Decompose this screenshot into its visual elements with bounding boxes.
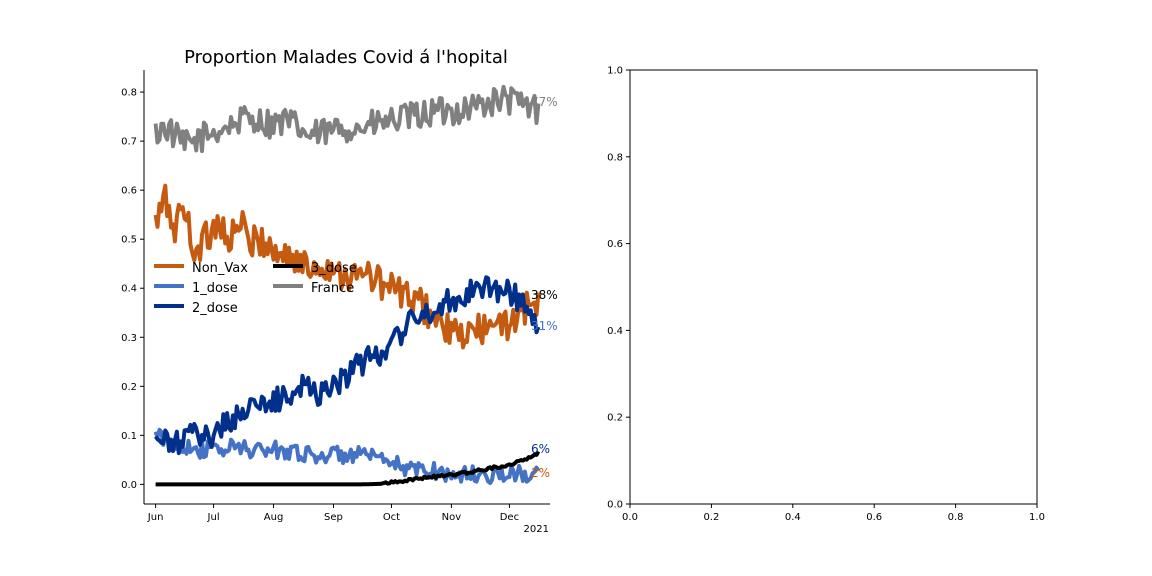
x-tick-label: Jun xyxy=(147,512,164,523)
x-tick-label: Jul xyxy=(207,512,220,523)
right-chart-axes: 0.0 0.2 0.4 0.6 0.8 1.0 0.0 0.2 0.4 0.6 0.8 1.0 xyxy=(607,66,1045,524)
left-chart-axes: 0.0 0.1 0.2 0.3 0.4 0.5 0.6 0.7 0.8 Jun Jul Aug Sep O… xyxy=(121,70,550,535)
x-tick-label: 0.0 xyxy=(622,512,638,523)
end-label: 38% xyxy=(531,288,558,302)
axes-frame xyxy=(629,69,1038,505)
x-tick-label: 0.4 xyxy=(785,512,801,523)
x-tick-label: 0.6 xyxy=(866,512,882,523)
end-label: 2% xyxy=(531,466,550,480)
series-line-3-dose xyxy=(155,450,541,487)
end-label: 31% xyxy=(531,319,558,333)
chart-empty-axes: 0.0 0.2 0.4 0.6 0.8 1.0 0.0 0.2 0.4 0.6 0.8 1.0 xyxy=(607,66,1045,524)
x-tick-label: 0.8 xyxy=(948,512,964,523)
y-tick-label: 0.6 xyxy=(607,239,623,250)
series-line-france xyxy=(153,84,541,154)
legend: Non_Vax 1_dose 2_dose 3_dose France xyxy=(154,261,357,316)
x-tick-label: Aug xyxy=(264,512,284,523)
y-tick-label: 0.2 xyxy=(607,413,623,424)
y-tick-label: 0.8 xyxy=(121,88,137,99)
legend-label: France xyxy=(311,281,354,296)
x-tick-label: Oct xyxy=(383,512,400,523)
y-tick-label: 0.0 xyxy=(121,480,137,491)
end-label: 77% xyxy=(531,95,558,109)
x-tick-label: Nov xyxy=(442,512,462,523)
series-lines xyxy=(153,84,541,487)
x-tick-label: Dec xyxy=(500,512,519,523)
legend-label: Non_Vax xyxy=(192,261,248,276)
y-tick-label: 0.7 xyxy=(121,137,137,148)
series-line-1-dose xyxy=(153,427,541,485)
y-tick-label: 1.0 xyxy=(607,66,623,77)
y-tick-label: 0.2 xyxy=(121,382,137,393)
x-tick-label: Sep xyxy=(324,512,343,523)
legend-label: 1_dose xyxy=(192,281,238,296)
legend-label: 2_dose xyxy=(192,301,238,316)
chart-title: Proportion Malades Covid á l'hopital xyxy=(184,47,508,68)
legend-label: 3_dose xyxy=(311,261,357,276)
x-tick-label: 0.2 xyxy=(703,512,719,523)
x-tick-label: 1.0 xyxy=(1029,512,1045,523)
x-year-label: 2021 xyxy=(524,524,549,535)
end-label: 6% xyxy=(531,442,550,456)
end-labels: 77% 38% 31% 6% 2% xyxy=(531,95,558,480)
y-tick-label: 0.5 xyxy=(121,235,137,246)
y-tick-label: 0.4 xyxy=(121,284,137,295)
chart-hospital-proportion: Proportion Malades Covid á l'hopital 0.0… xyxy=(121,47,558,535)
y-tick-label: 0.3 xyxy=(121,333,137,344)
y-tick-label: 0.8 xyxy=(607,152,623,163)
y-tick-label: 0.4 xyxy=(607,326,623,337)
y-tick-label: 0.0 xyxy=(607,500,623,511)
y-tick-label: 0.6 xyxy=(121,186,137,197)
series-line-2-dose xyxy=(154,275,541,456)
series-line-non-vax xyxy=(153,183,541,350)
y-tick-label: 0.1 xyxy=(121,431,137,442)
